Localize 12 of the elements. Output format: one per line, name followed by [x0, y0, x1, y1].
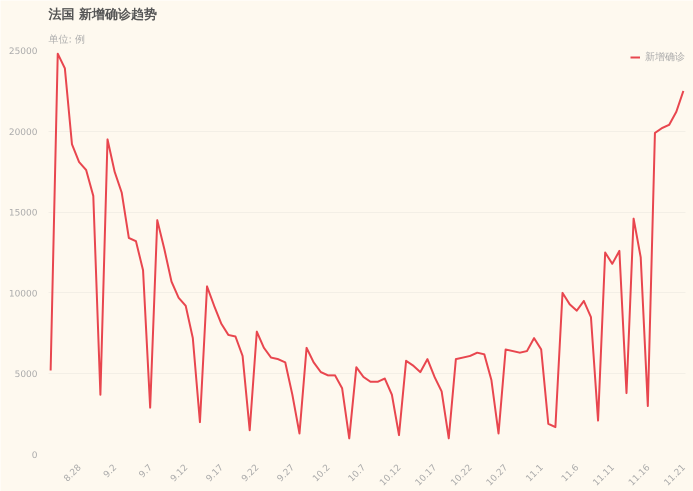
y-tick-label: 15000: [8, 208, 38, 219]
y-tick-label: 10000: [8, 289, 38, 300]
y-tick-label: 5000: [14, 370, 38, 380]
y-tick-label: 0: [32, 451, 38, 461]
x-tick-label: 9.2: [102, 463, 120, 480]
legend-label: 新增确诊: [645, 50, 685, 64]
chart-title: 法国 新增确诊趋势: [48, 6, 158, 22]
x-tick-label: 9.7: [138, 463, 155, 480]
chart-subtitle: 单位: 例: [48, 34, 86, 46]
y-tick-label: 25000: [8, 47, 38, 57]
y-tick-label: 20000: [8, 128, 38, 138]
line-series: [50, 52, 684, 440]
